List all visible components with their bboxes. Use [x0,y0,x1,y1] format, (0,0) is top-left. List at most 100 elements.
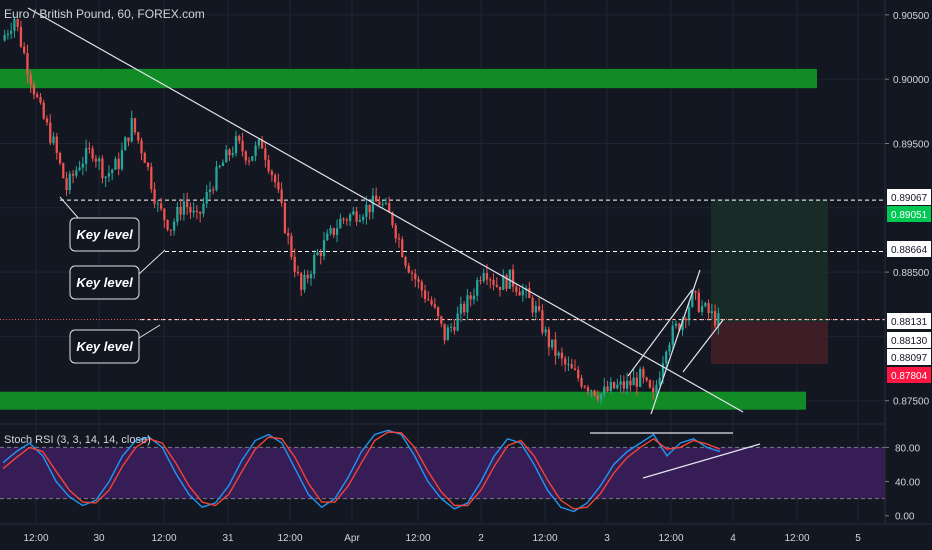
candle-body [13,19,16,31]
candle-body [713,311,717,326]
key-level-callout: Key level [59,196,140,252]
candle-body [267,159,270,172]
candle-body [146,162,150,167]
price-tick-label: 0.90500 [893,11,930,22]
price-tag-label: 0.88664 [891,245,928,256]
rsi-axis: 80.00 40.00 0.00 [885,443,920,523]
candle-body [433,304,436,308]
sr-zone [0,68,817,89]
candle-body [260,139,264,149]
candle-body [238,136,241,141]
candle-body [98,158,101,162]
candle-body [410,272,414,274]
time-tick-label: 12:00 [151,533,176,544]
candle-body [192,210,195,213]
candle-body [71,173,75,176]
candle-body [58,152,62,164]
candle-body [124,137,127,151]
candle-body [257,139,260,146]
candle-body [130,118,133,142]
candle-body [94,158,98,162]
candle-body [75,170,78,176]
candle-body [143,153,146,163]
candle-body [3,34,6,41]
candle-body [622,381,625,389]
stop-zone [711,322,828,364]
candle-body [508,269,511,289]
time-tick-label: 4 [730,533,736,544]
candle-body [700,306,704,313]
candle-body [280,189,283,203]
candle-body [339,218,342,229]
price-tag-bg [887,349,931,365]
price-tag: 0.88130 [887,332,931,348]
chart-title: Euro / British Pound, 60, FOREX.com [4,7,205,21]
candle-body [691,291,694,307]
candle-body [78,167,81,171]
candle-body [511,269,515,287]
price-tag-bg [887,206,931,222]
candle-body [42,102,45,119]
candle-body [277,182,280,190]
candle-body [717,313,720,326]
candle-body [19,26,23,47]
candle-body [551,339,554,348]
time-tick-label: 12:00 [277,533,302,544]
price-tag-label: 0.88097 [891,353,928,364]
candle-body [287,232,290,236]
candle-body [10,30,13,34]
candle-body [671,325,674,345]
candle-body [368,204,371,213]
candle-body [414,273,417,280]
candle-body [104,176,107,179]
rsi-tick-label: 0.00 [895,512,915,523]
candle-body [459,303,463,314]
candle-body [593,390,596,396]
target-zone [711,199,828,322]
candle-body [39,96,42,103]
candle-body [580,378,583,387]
candle-body [303,275,306,290]
candle-body [710,311,713,314]
candle-body [212,189,215,191]
price-tag: 0.87804 [887,367,931,383]
candle-body [16,19,19,27]
channel-right-line [682,319,724,373]
candle-body [251,156,254,161]
candle-body [407,265,410,273]
time-tick-label: 30 [93,533,105,544]
candle-body [137,132,140,141]
candle-body [361,216,365,220]
price-tick-label: 0.89500 [893,139,930,150]
candle-body [234,136,238,154]
candle-body [521,290,524,296]
candle-body [704,303,707,307]
candle-body [466,295,469,313]
candle-body [570,364,573,369]
candle-body [270,171,274,176]
price-tick-label: 0.87500 [893,397,930,408]
rsi-support-line [642,443,761,479]
candle-body [114,158,117,170]
candle-body [668,344,671,352]
price-tag-label: 0.87804 [891,371,928,382]
candle-body [381,203,384,205]
candle-body [172,221,176,231]
candle-body [423,290,427,300]
price-tick-label: 0.88500 [893,268,930,279]
candle-body [463,303,466,313]
candle-body [658,377,661,385]
channel-lower-line [650,269,701,415]
rsi-tick-label: 80.00 [895,443,920,454]
candle-body [645,377,648,381]
candle-body [345,219,348,221]
time-tick-label: 3 [604,533,610,544]
candle-body [156,203,159,205]
candle-body [107,173,111,177]
candle-body [375,195,378,202]
candle-body [23,46,26,54]
candle-body [648,380,652,388]
candle-body [697,292,700,313]
time-tick-label: 12:00 [658,533,683,544]
